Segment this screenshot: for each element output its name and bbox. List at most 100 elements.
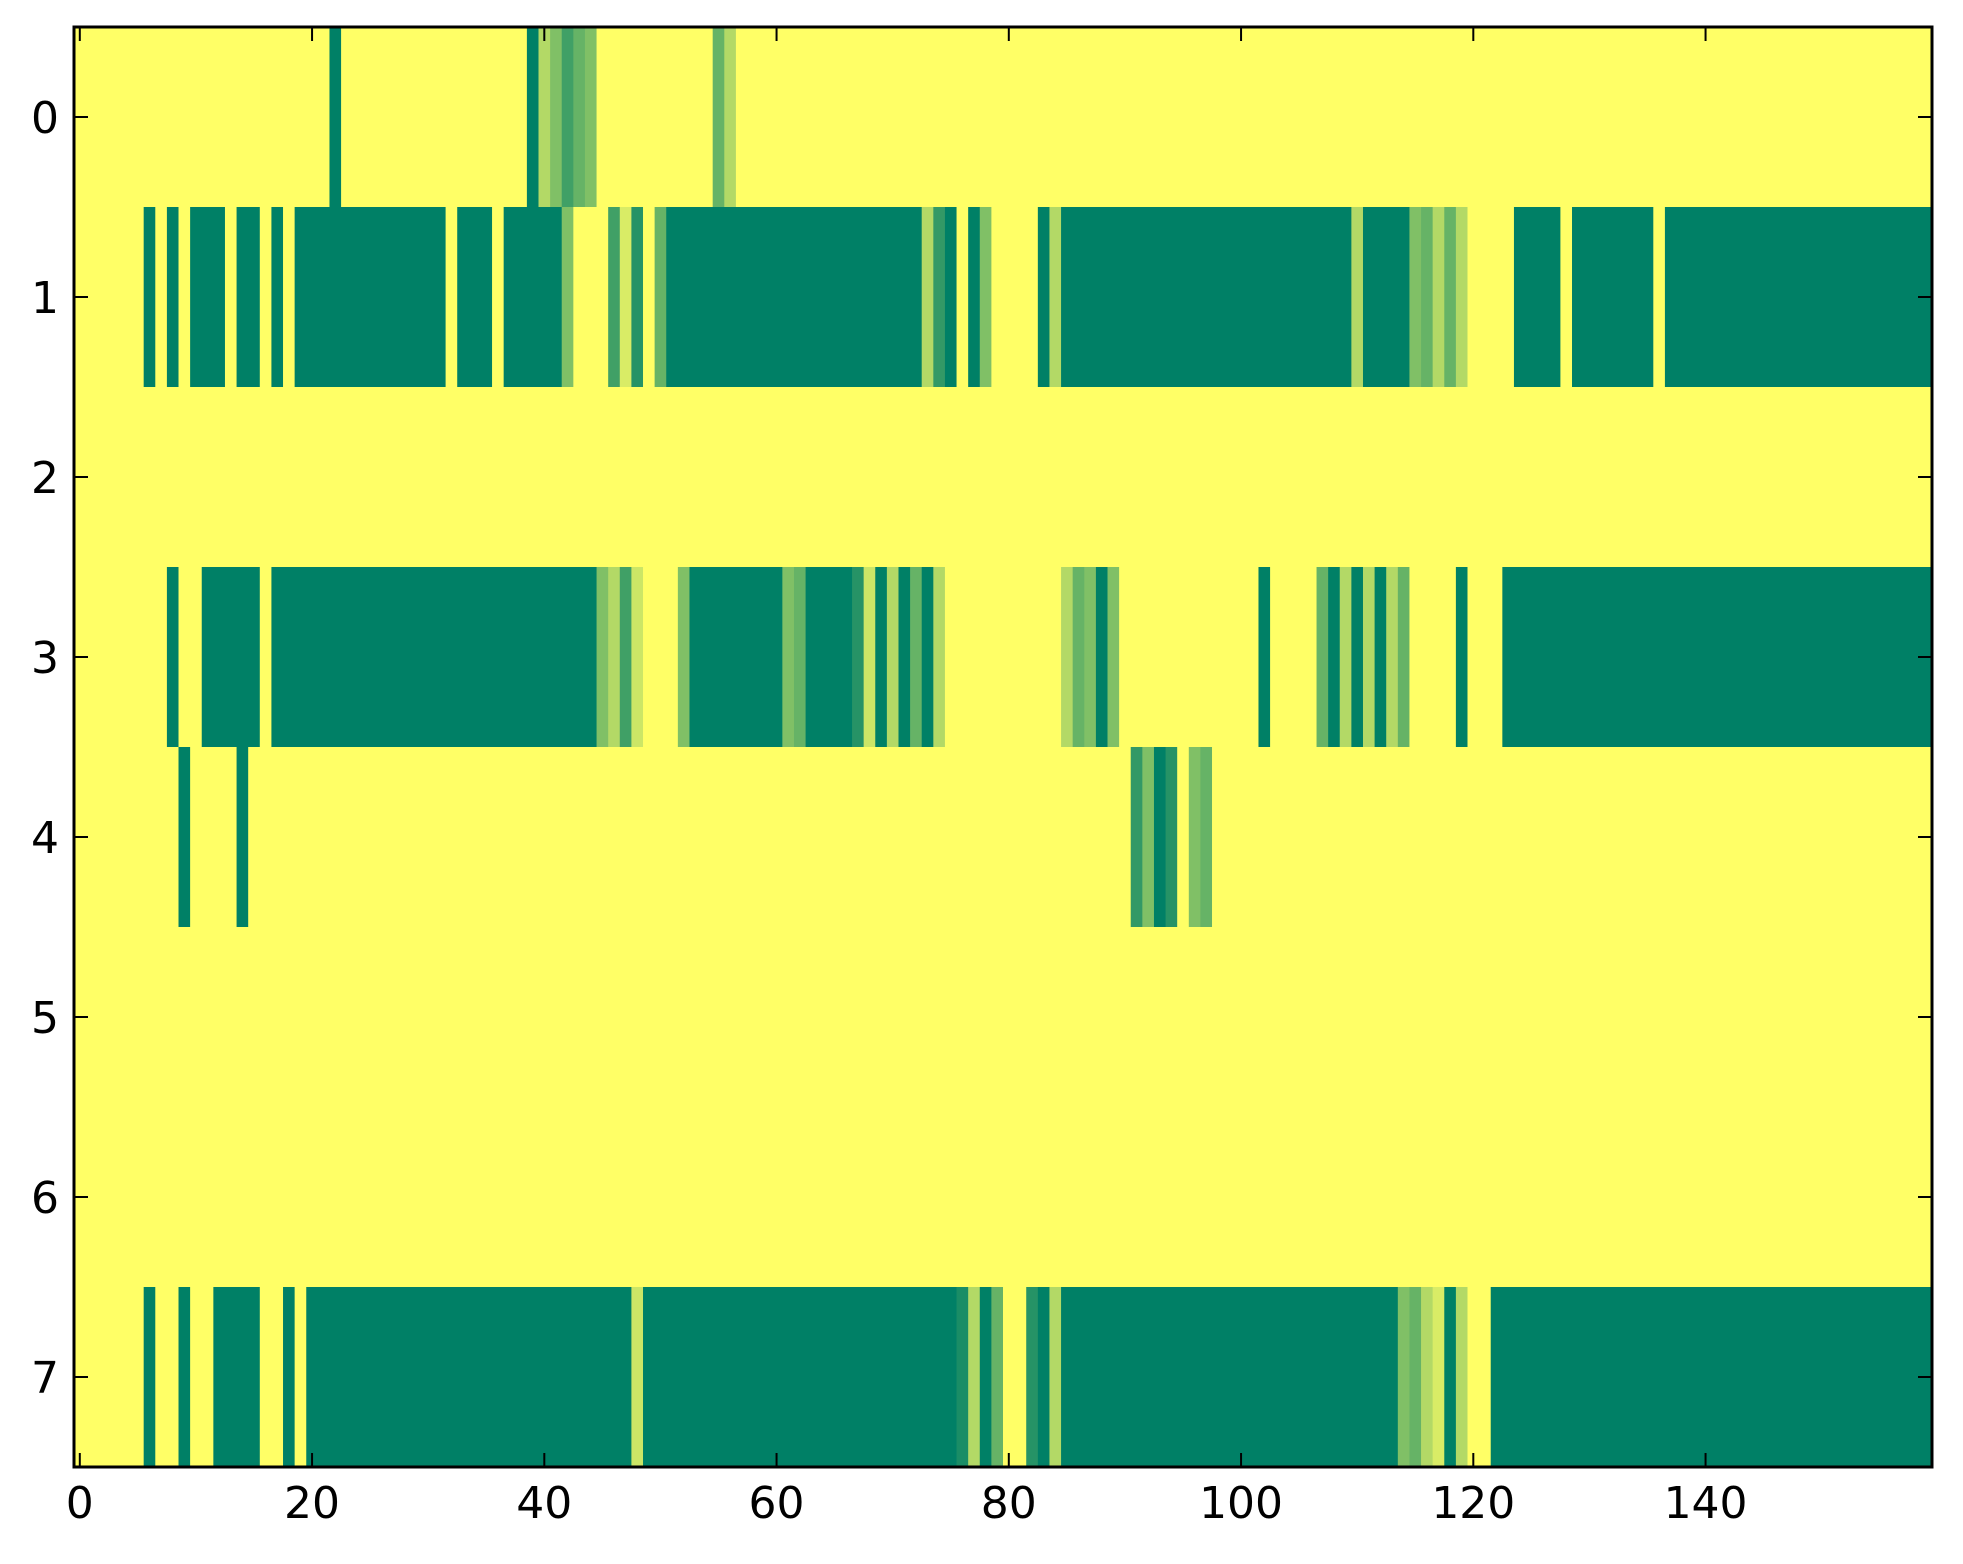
heatmap-cell: [74, 1107, 1933, 1288]
heatmap-cell: [294, 1287, 307, 1468]
heatmap-cell: [1037, 207, 1051, 388]
heatmap-cell: [503, 207, 563, 388]
x-tick-label: 80: [981, 1478, 1037, 1529]
heatmap-cell: [1362, 567, 1376, 748]
heatmap-cell: [294, 207, 447, 388]
heatmap-cells: [74, 27, 1933, 1468]
heatmap-cell: [956, 207, 969, 388]
heatmap-cell: [643, 207, 656, 388]
heatmap-cell: [712, 27, 725, 208]
heatmap-cell: [1061, 207, 1352, 388]
heatmap-cell: [724, 27, 737, 208]
heatmap-cell: [155, 1287, 180, 1468]
heatmap-cell: [1188, 747, 1202, 928]
heatmap-cell: [1107, 567, 1120, 748]
x-tick-label: 60: [749, 1478, 805, 1529]
heatmap-cell: [74, 747, 180, 928]
heatmap-cell: [178, 207, 191, 388]
heatmap-cell: [492, 207, 505, 388]
y-axis-tick-labels: 0 1 2 3 4 5 6 7: [31, 93, 59, 1404]
heatmap-cell: [944, 567, 1062, 748]
heatmap-cell: [968, 207, 981, 388]
heatmap-cell: [1432, 207, 1445, 388]
y-tick-label: 6: [31, 1173, 59, 1224]
heatmap-cell: [561, 207, 574, 388]
heatmap-cell: [1490, 1287, 1933, 1468]
heatmap-cell: [1455, 207, 1469, 388]
heatmap-cell: [631, 207, 644, 388]
heatmap-cell: [910, 567, 923, 748]
y-tick-label: 4: [31, 813, 59, 864]
heatmap-cell: [991, 207, 1039, 388]
heatmap-cell: [143, 207, 156, 388]
heatmap-cell: [631, 1287, 644, 1468]
heatmap-cell: [1374, 567, 1387, 748]
heatmap-cell: [782, 567, 795, 748]
heatmap-cell: [1049, 207, 1062, 388]
heatmap-cell: [178, 567, 203, 748]
heatmap-cell: [1212, 747, 1933, 928]
heatmap-cell: [1513, 207, 1561, 388]
heatmap-cell: [933, 567, 946, 748]
heatmap-cell: [1119, 567, 1260, 748]
heatmap-cell: [1502, 567, 1933, 748]
heatmap-cell: [991, 1287, 1004, 1468]
heatmap-cell: [190, 747, 238, 928]
heatmap-cell: [1397, 567, 1411, 748]
heatmap-cell: [979, 207, 992, 388]
heatmap-cell: [1084, 567, 1097, 748]
heatmap-cell: [1026, 1287, 1039, 1468]
heatmap-cell: [1409, 1287, 1422, 1468]
heatmap-cell: [863, 567, 876, 748]
heatmap-cell: [1130, 747, 1143, 928]
heatmap-cell: [1049, 1287, 1062, 1468]
x-tick-label: 140: [1664, 1478, 1748, 1529]
heatmap-cell: [1258, 567, 1271, 748]
heatmap-cell: [259, 567, 273, 748]
heatmap-cell: [979, 1287, 992, 1468]
heatmap-cell: [224, 207, 238, 388]
y-tick-label: 7: [31, 1353, 59, 1404]
heatmap-cell: [608, 207, 621, 388]
heatmap-cell: [236, 747, 249, 928]
x-tick-label: 40: [516, 1478, 572, 1529]
heatmap-cell: [74, 927, 1933, 1108]
heatmap-cell: [1362, 207, 1411, 388]
heatmap-cell: [526, 27, 540, 208]
heatmap-cell: [1455, 567, 1469, 748]
heatmap-cell: [1432, 1287, 1445, 1468]
y-tick-label: 3: [31, 633, 59, 684]
axis-ticks: [74, 27, 1932, 1467]
heatmap-cell: [1572, 207, 1654, 388]
heatmap-cell: [283, 1287, 296, 1468]
heatmap-cell: [1560, 207, 1573, 388]
heatmap-cell: [1316, 567, 1329, 748]
plot-frame: [72, 25, 1934, 1469]
heatmap-cell: [457, 207, 493, 388]
heatmap-cell: [74, 387, 1933, 568]
heatmap-cell: [178, 1287, 191, 1468]
heatmap-cell: [201, 567, 261, 748]
heatmap-cell: [654, 207, 667, 388]
heatmap-cell: [1339, 567, 1352, 748]
heatmap-cell: [166, 567, 180, 748]
heatmap-cell: [944, 207, 958, 388]
heatmap-cell: [968, 1287, 981, 1468]
heatmap-cell: [1397, 1287, 1411, 1468]
heatmap-cell: [538, 27, 551, 208]
heatmap-cell: [921, 207, 934, 388]
heatmap-cell: [283, 207, 296, 388]
heatmap-cell: [1444, 207, 1457, 388]
heatmap-cell: [631, 567, 644, 748]
heatmap-cell: [619, 567, 632, 748]
heatmap-cell: [259, 1287, 284, 1468]
heatmap-cell: [677, 567, 691, 748]
heatmap-cell: [74, 27, 331, 208]
heatmap-cell: [178, 747, 191, 928]
heatmap-cell: [1467, 1287, 1492, 1468]
y-tick-label: 0: [31, 93, 59, 144]
heatmap-cell: [1351, 207, 1364, 388]
heatmap-cell: [143, 1287, 156, 1468]
heatmap-cell: [1444, 1287, 1457, 1468]
